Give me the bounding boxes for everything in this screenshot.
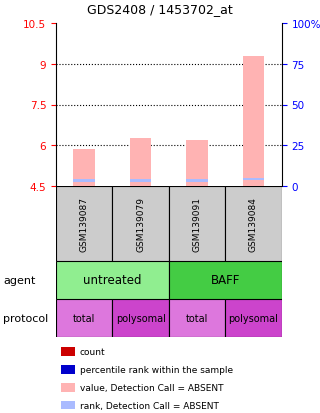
Bar (74, 180, 95, 183)
Bar (112, 299, 169, 337)
Bar (130, 180, 151, 183)
Text: polysomal: polysomal (228, 313, 278, 323)
Bar (61, 347, 75, 356)
Bar (225, 299, 282, 337)
Bar (56, 186, 112, 261)
Text: GSM139091: GSM139091 (193, 197, 202, 251)
Text: GDS2408 / 1453702_at: GDS2408 / 1453702_at (87, 3, 233, 17)
Text: BAFF: BAFF (211, 274, 240, 287)
Text: GSM139084: GSM139084 (249, 197, 258, 251)
Bar (112, 186, 169, 261)
Text: agent: agent (3, 275, 36, 285)
Bar (225, 186, 282, 261)
Text: rank, Detection Call = ABSENT: rank, Detection Call = ABSENT (80, 401, 219, 410)
Text: value, Detection Call = ABSENT: value, Detection Call = ABSENT (80, 383, 223, 392)
Bar (243, 57, 264, 186)
Polygon shape (46, 269, 53, 292)
Bar (169, 186, 225, 261)
Text: total: total (73, 313, 95, 323)
Bar (243, 178, 264, 181)
Text: polysomal: polysomal (116, 313, 165, 323)
Bar (169, 261, 282, 299)
Bar (61, 383, 75, 392)
Text: GSM139079: GSM139079 (136, 197, 145, 251)
Text: protocol: protocol (3, 313, 48, 323)
Bar (61, 365, 75, 374)
Bar (56, 261, 169, 299)
Text: untreated: untreated (83, 274, 142, 287)
Bar (74, 150, 95, 186)
Bar (61, 401, 75, 410)
Bar (169, 299, 225, 337)
Bar (186, 140, 208, 186)
Text: count: count (80, 347, 106, 356)
Text: GSM139087: GSM139087 (80, 197, 89, 251)
Text: percentile rank within the sample: percentile rank within the sample (80, 365, 233, 374)
Bar (56, 299, 112, 337)
Polygon shape (46, 307, 53, 330)
Text: total: total (186, 313, 208, 323)
Bar (186, 180, 208, 183)
Bar (130, 139, 151, 186)
